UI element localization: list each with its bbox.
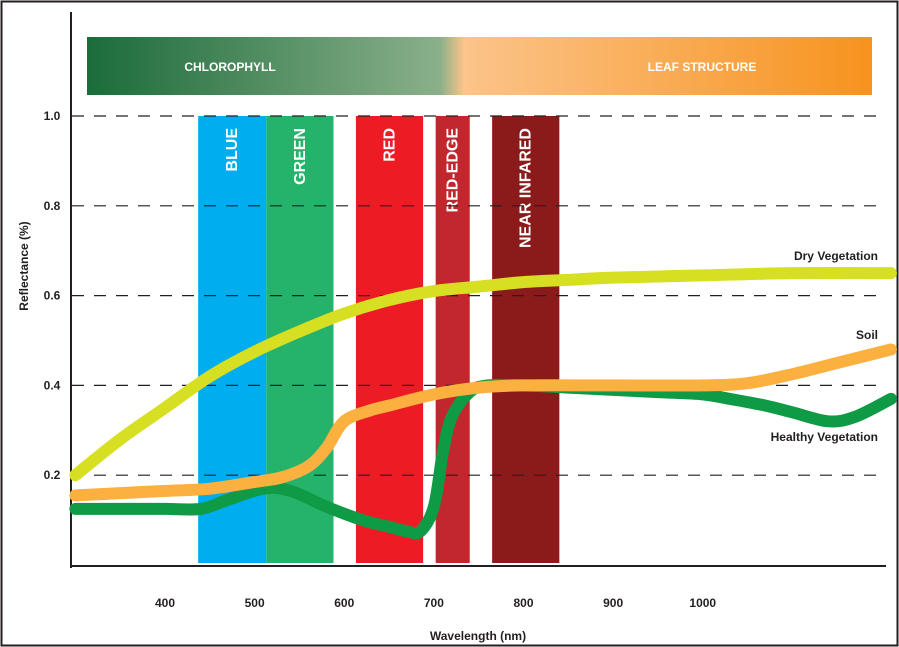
x-tick-labels: 400 500 600 700 800 900 1000: [155, 596, 716, 610]
series-label-dry-vegetation: Dry Vegetation: [794, 249, 878, 263]
band-red: [355, 116, 424, 563]
x-tick-label: 400: [155, 596, 175, 610]
x-tick-label: 500: [245, 596, 265, 610]
band-label-red-edge: RED-EDGE: [445, 128, 462, 213]
header-label-leaf-structure: LEAF STRUCTURE: [648, 60, 757, 74]
y-tick-label: 0.4: [44, 378, 61, 392]
x-tick-label: 800: [513, 596, 533, 610]
x-tick-label: 900: [603, 596, 623, 610]
y-tick-label: 0.8: [44, 199, 61, 213]
series-lines: [69, 266, 897, 540]
band-near-infared: [492, 116, 560, 563]
series-label-soil: Soil: [856, 328, 878, 342]
y-tick-label: 0.6: [44, 289, 61, 303]
band-label-near-infared: NEAR INFARED: [518, 128, 535, 248]
y-tick-label: 1.0: [44, 109, 61, 123]
x-tick-label: 600: [334, 596, 354, 610]
x-tick-label: 1000: [689, 596, 716, 610]
series-line-soil: [69, 343, 897, 502]
series-line-dry-vegetation: [69, 266, 897, 482]
y-tick-labels: 0.2 0.4 0.6 0.8 1.0: [44, 109, 61, 482]
header-bar: [87, 37, 872, 95]
header-label-chlorophyll: CHLOROPHYLL: [184, 60, 275, 74]
band-label-green: GREEN: [292, 128, 309, 185]
series-line-healthy-vegetation: [69, 378, 897, 540]
band-label-blue: BLUE: [224, 128, 241, 172]
y-tick-label: 0.2: [44, 468, 61, 482]
x-tick-label: 700: [424, 596, 444, 610]
band-label-red: RED: [382, 128, 399, 162]
series-label-healthy-vegetation: Healthy Vegetation: [771, 430, 878, 444]
y-axis-title: Reflectance (%): [17, 221, 31, 310]
x-axis-title: Wavelength (nm): [430, 629, 526, 643]
